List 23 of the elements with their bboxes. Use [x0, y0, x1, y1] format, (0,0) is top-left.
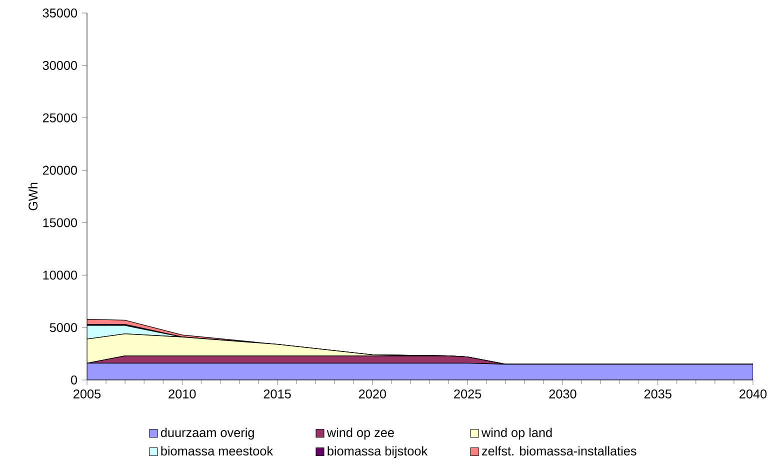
y-tick-label: 25000 [42, 113, 78, 122]
x-tick-label: 2035 [644, 389, 672, 398]
x-tick-label: 2040 [740, 389, 767, 398]
legend-label: zelfst. biomassa-installaties [482, 446, 636, 456]
legend-label: wind op zee [326, 428, 394, 440]
y-tick-label: 5000 [50, 323, 78, 332]
legend-label: biomassa meestook [161, 446, 274, 456]
x-tick-label: 2030 [549, 389, 576, 398]
y-tick-label: 30000 [42, 60, 78, 70]
y-axis-title: GWh [28, 182, 38, 210]
y-tick-label: 15000 [43, 218, 78, 228]
x-tick-label: 2025 [454, 389, 482, 398]
x-tick-label: 2015 [264, 389, 291, 398]
legend-label: biomassa bijstook [328, 446, 428, 458]
legend-label: wind op land [481, 428, 552, 440]
y-tick-label: 0 [70, 376, 78, 384]
y-tick-label: 20000 [42, 166, 78, 175]
x-tick-label: 2020 [358, 389, 386, 398]
legend-label: duurzaam overig [160, 428, 254, 440]
y-tick-label: 10000 [43, 270, 78, 280]
x-tick-label: 2010 [168, 389, 196, 398]
x-tick-label: 2005 [74, 389, 101, 398]
y-tick-label: 35000 [42, 8, 78, 18]
